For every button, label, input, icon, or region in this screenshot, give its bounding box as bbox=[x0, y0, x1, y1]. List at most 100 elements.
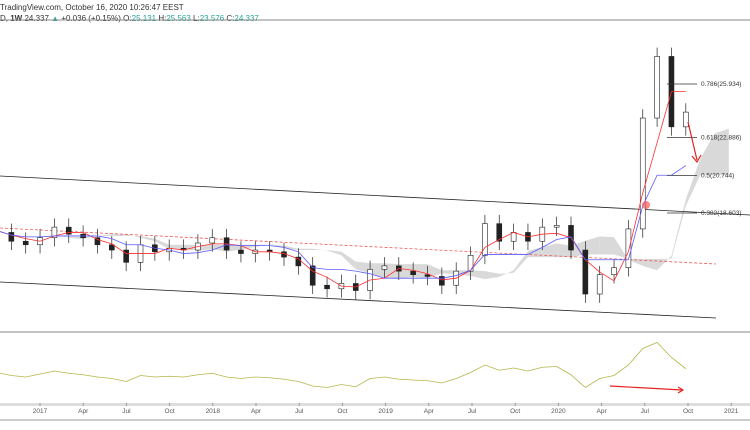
dashed-midline[interactable] bbox=[0, 227, 717, 265]
tick-label: 2019 bbox=[378, 408, 393, 415]
tick-label: Oct bbox=[683, 408, 693, 415]
tick-label: Jul bbox=[468, 408, 477, 415]
tick-label: 2021 bbox=[724, 408, 739, 415]
cloud-segment bbox=[685, 158, 701, 207]
candle bbox=[51, 218, 58, 247]
candle-body bbox=[123, 249, 129, 263]
tick-label: 2020 bbox=[551, 408, 566, 415]
cloud-segment bbox=[312, 248, 328, 251]
symbol: D, bbox=[0, 14, 8, 23]
cloud-segment bbox=[470, 270, 485, 280]
candle-body bbox=[8, 232, 15, 242]
cloud-segment bbox=[197, 244, 213, 251]
candle bbox=[238, 241, 244, 263]
open-label: O: bbox=[123, 14, 132, 23]
cloud-segment bbox=[384, 263, 399, 280]
fib-levels: 0.786(25.934) 0.618(22.886) 0.5(20.744) 0.3… bbox=[667, 81, 741, 217]
tick-label: Apr bbox=[78, 408, 89, 415]
candle-body bbox=[510, 232, 517, 242]
candle bbox=[94, 228, 101, 254]
candle-body bbox=[410, 270, 416, 275]
candle-body bbox=[381, 265, 388, 270]
candle bbox=[22, 232, 29, 254]
candle-body bbox=[682, 111, 689, 128]
candle bbox=[654, 47, 660, 127]
divergence-arrow-head-icon bbox=[677, 386, 685, 394]
candle bbox=[553, 216, 560, 236]
tick-label: Apr bbox=[424, 408, 435, 415]
candle bbox=[309, 257, 316, 295]
cloud-segment bbox=[499, 270, 514, 277]
cloud-segment bbox=[642, 258, 658, 271]
cloud-segment bbox=[413, 264, 428, 279]
ohlc-line: D, 1W 24.337 ▲ +0.036 (+0.15%) O:25.131 … bbox=[0, 13, 259, 24]
high-value: 25.563 bbox=[166, 14, 191, 23]
cloud-segment bbox=[154, 238, 170, 250]
candle-body bbox=[209, 237, 216, 244]
candle-body bbox=[109, 244, 115, 251]
candle bbox=[439, 267, 445, 295]
candle-body bbox=[582, 249, 589, 295]
candle-body bbox=[496, 223, 503, 242]
chart-legend: TradingView.com, October 16, 2020 10:26:… bbox=[0, 2, 259, 24]
ichimoku-cloud bbox=[40, 128, 729, 280]
candle-body bbox=[238, 249, 244, 254]
interval: 1W bbox=[10, 14, 23, 23]
candle-body bbox=[625, 228, 632, 268]
candle-body bbox=[94, 237, 101, 246]
cloud-segment bbox=[657, 255, 672, 271]
candle-body bbox=[51, 226, 58, 239]
candle bbox=[596, 265, 603, 303]
candle bbox=[639, 109, 646, 238]
candle bbox=[496, 214, 503, 251]
cloud-segment bbox=[484, 271, 500, 280]
cloud-segment bbox=[68, 236, 84, 240]
channel-lower-line[interactable] bbox=[0, 281, 717, 319]
fib-label: 0.618(22.886) bbox=[701, 135, 741, 142]
candle bbox=[266, 241, 273, 261]
base-line bbox=[0, 165, 687, 279]
cloud-segment bbox=[54, 235, 69, 238]
cloud-segment bbox=[671, 199, 686, 259]
candle bbox=[381, 257, 388, 279]
candle bbox=[410, 262, 416, 284]
cloud-segment bbox=[614, 237, 629, 260]
candle bbox=[8, 223, 15, 251]
cloud-segment bbox=[169, 244, 184, 250]
candle bbox=[180, 239, 187, 259]
tick-label: Oct bbox=[165, 408, 175, 415]
candle-body bbox=[654, 56, 660, 119]
cloud-segment bbox=[284, 245, 299, 251]
cloud-segment bbox=[212, 244, 227, 252]
time-axis[interactable]: 2017 Apr Jul Oct 2018 Apr Jul Oct 2019 Apr Jul Oct 2… bbox=[33, 403, 739, 415]
tick-label: Jul bbox=[641, 408, 650, 415]
candle-body bbox=[439, 276, 445, 286]
rsi-line bbox=[0, 342, 687, 388]
candle bbox=[324, 276, 330, 298]
last-price: 24.337 bbox=[24, 14, 49, 23]
cloud-segment bbox=[700, 133, 715, 176]
fib-label: 0.5(20.744) bbox=[701, 172, 734, 179]
low-value: 23.576 bbox=[199, 14, 225, 23]
tick-label: 2017 bbox=[33, 408, 48, 415]
tick-label: Oct bbox=[510, 408, 520, 415]
cloud-segment bbox=[111, 234, 127, 236]
candle bbox=[682, 103, 689, 136]
cloud-segment bbox=[628, 258, 643, 266]
cloud-segment bbox=[83, 235, 98, 240]
tick-label: Apr bbox=[597, 408, 608, 415]
tick-label: Apr bbox=[251, 408, 262, 415]
close-value: 24.337 bbox=[234, 14, 259, 23]
change: +0.036 (+0.15%) bbox=[61, 14, 121, 23]
channel-upper-line[interactable] bbox=[0, 175, 750, 216]
tick-label: 2018 bbox=[206, 408, 221, 415]
candle-body bbox=[553, 225, 560, 228]
divergence-arrow bbox=[609, 385, 683, 391]
cloud-segment bbox=[341, 251, 356, 270]
close-label: C: bbox=[226, 14, 235, 23]
cloud-segment bbox=[370, 263, 385, 278]
cloud-segment bbox=[714, 128, 729, 176]
change-arrow-icon: ▲ bbox=[51, 14, 60, 23]
cloud-segment bbox=[398, 264, 414, 280]
